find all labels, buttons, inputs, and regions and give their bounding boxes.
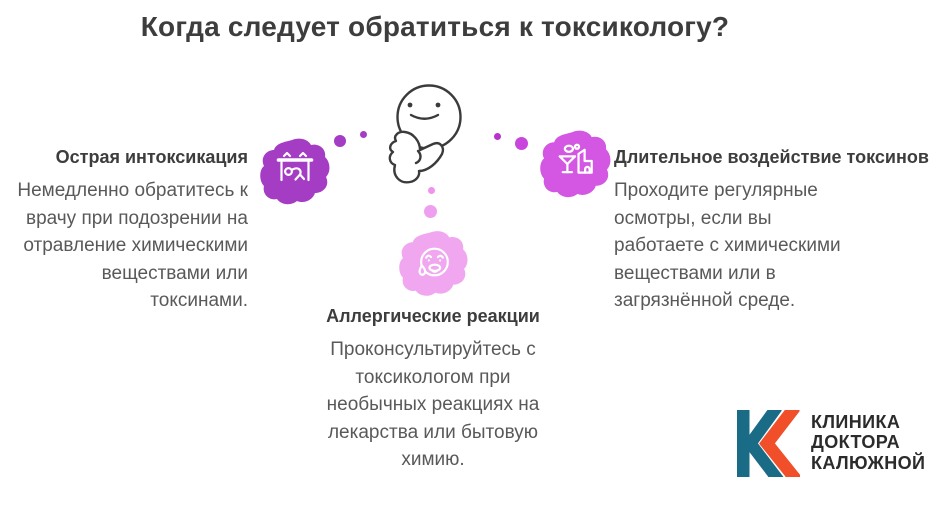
nauseated-face-icon (399, 231, 468, 296)
connector-dot (424, 205, 437, 218)
connector-dot (494, 133, 501, 140)
section-acute-intoxication: Острая интоксикация Немедленно обратитес… (2, 146, 248, 315)
connector-dot (360, 131, 367, 138)
connector-dot (515, 137, 528, 150)
factory-pollution-icon (540, 130, 611, 198)
chronic-blob (539, 128, 612, 199)
person-under-table-icon (260, 138, 330, 205)
clinic-logo: КЛИНИКА ДОКТОРА КАЛЮЖНОЙ (737, 410, 925, 477)
acute-body: Немедленно обратитесь к врачу при подозр… (17, 180, 248, 311)
acute-heading: Острая интоксикация (55, 147, 248, 167)
section-allergic-reactions: Аллергические реакции Проконсультируйтес… (288, 305, 578, 474)
page-title: Когда следует обратиться к токсикологу? (140, 11, 730, 42)
chronic-heading: Длительное воздействие токсинов (614, 147, 929, 167)
section-chronic-exposure: Длительное воздействие токсинов Проходит… (614, 146, 950, 315)
kk-monogram-icon (737, 410, 800, 477)
connector-dot (428, 187, 435, 194)
chronic-body: Проходите регулярные осмотры, если вы ра… (614, 180, 841, 311)
thinking-face-doodle (385, 84, 470, 194)
allergic-heading: Аллергические реакции (326, 306, 540, 326)
allergic-body: Проконсультируйтесь с токсикологом при н… (326, 339, 540, 470)
clinic-logo-text: КЛИНИКА ДОКТОРА КАЛЮЖНОЙ (811, 412, 926, 473)
acute-blob (259, 137, 331, 205)
connector-dot (334, 135, 346, 147)
allergic-blob (398, 228, 469, 298)
